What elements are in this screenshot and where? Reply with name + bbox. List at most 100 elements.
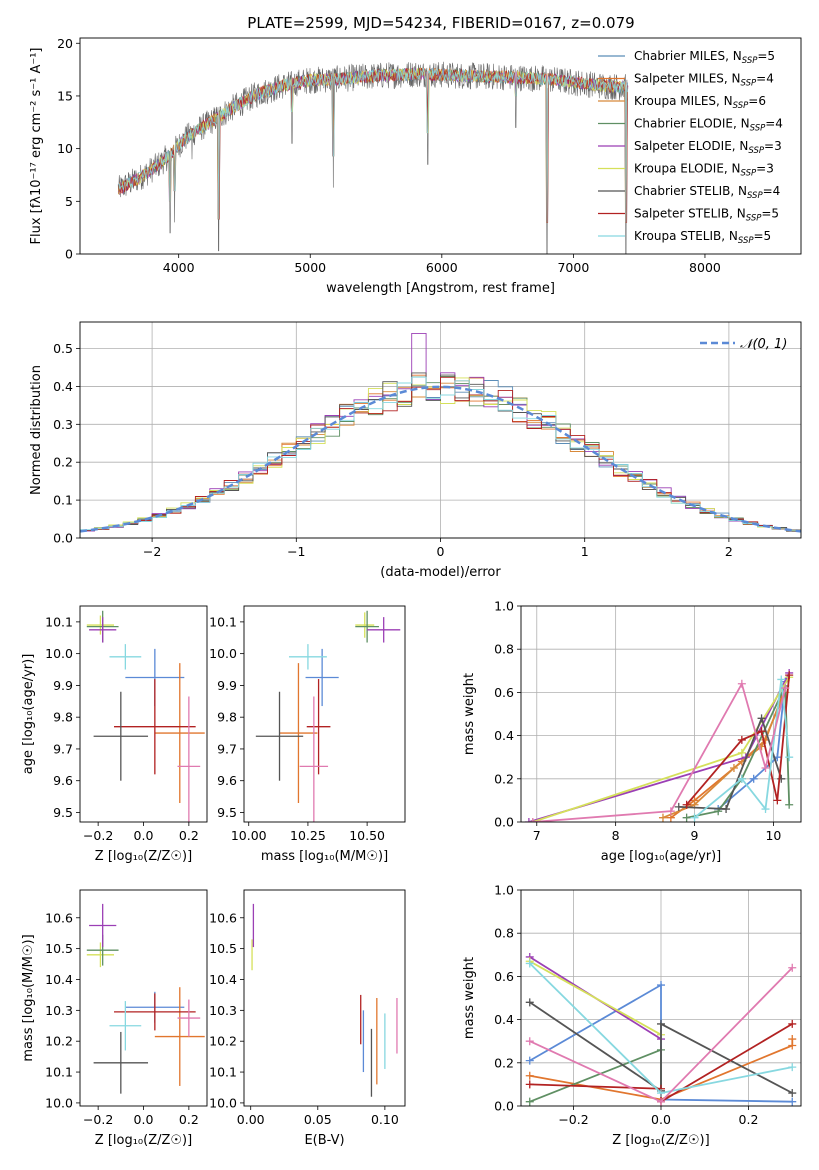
y-tick-label: 10.5: [45, 941, 73, 956]
x-tick-label: 8000: [689, 260, 721, 275]
x-tick-label: 4000: [163, 260, 195, 275]
y-tick-label: 0.2: [494, 1055, 514, 1070]
x-tick-label: 0.05: [304, 1112, 332, 1127]
plot-area: [524, 668, 794, 822]
axes: 7 8 9 10 0.0 0.2 0.4 0.6 0.8 1.0 age [log₁₀(age/yr…: [462, 599, 802, 864]
weight-marker: [657, 1089, 665, 1098]
legend-suffix: =4: [756, 72, 774, 86]
weight-marker: [757, 714, 766, 723]
spectrum-line-8: [118, 67, 628, 223]
weight-line-5: [532, 676, 790, 822]
y-tick-label: 10.3: [45, 1003, 73, 1018]
y-tick-label: 0.8: [494, 642, 514, 657]
plot-area: [117, 61, 629, 254]
weight-marker: [722, 805, 731, 814]
legend-sub: SSP: [746, 214, 762, 224]
weight-marker: [657, 1097, 665, 1106]
y-tick-label: 10.0: [209, 1095, 237, 1110]
y-tick-label: 0.4: [494, 1012, 514, 1027]
x-axis-label: mass [log₁₀(M/M☉)]: [261, 849, 388, 864]
legend-entry-5: Kroupa ELODIE, NSSP=3: [634, 162, 774, 179]
y-tick-label: 9.6: [53, 773, 73, 788]
errorbar-point-1: [279, 663, 318, 803]
legend-entry-2: Kroupa MILES, NSSP=6: [634, 94, 766, 111]
errorbar-point-6: [86, 942, 115, 968]
plot-area: [251, 903, 398, 1097]
axes-frame: [79, 605, 208, 823]
legend-sub: SSP: [738, 236, 754, 246]
weight-marker: [785, 671, 794, 680]
y-tick-label: 10.0: [45, 1095, 73, 1110]
y-tick-label: 10.2: [45, 1034, 73, 1049]
y-tick-label: 9.8: [217, 710, 237, 725]
x-tick-label: −0.2: [83, 1112, 113, 1127]
figure-title: PLATE=2599, MJD=54234, FIBERID=0167, z=0…: [247, 14, 634, 32]
x-tick-label: 10.00: [231, 828, 267, 843]
legend-label: Kroupa MILES, N: [634, 94, 733, 108]
spectrum-line-4: [118, 67, 629, 223]
errorbar-point-3: [299, 696, 329, 822]
weight-marker: [525, 998, 534, 1007]
y-tick-label: 9.6: [217, 773, 237, 788]
y-tick-label: 10.4: [45, 972, 73, 987]
x-tick-label: 0.2: [179, 828, 199, 843]
errorbar-point-2: [114, 679, 196, 775]
legend-label: Chabrier STELIB, N: [634, 184, 747, 198]
legend-normal-label: 𝒩(0, 1): [740, 337, 787, 352]
legend-sub: SSP: [747, 191, 763, 201]
x-tick-label: −0.2: [558, 1112, 588, 1127]
weight-marker: [737, 735, 746, 744]
legend-suffix: =4: [765, 117, 783, 131]
y-tick-label: 0.4: [494, 728, 514, 743]
errorbar-point-1: [154, 663, 205, 803]
weight-marker: [682, 800, 691, 809]
weight-marker: [729, 764, 738, 772]
y-tick-label: 9.9: [53, 678, 73, 693]
errorbar-point-4: [109, 1001, 142, 1051]
errorbar-point-6: [355, 612, 375, 638]
y-tick-label: 1.0: [494, 599, 514, 614]
weight-marker: [777, 675, 786, 684]
legend-label: Kroupa STELIB, N: [634, 229, 738, 243]
weight-marker: [785, 753, 794, 762]
errorbar-point-2: [114, 993, 196, 1031]
weight-marker: [525, 1097, 534, 1106]
weight-marker: [525, 1080, 534, 1089]
axes-frame: [79, 321, 802, 539]
legend-label: Chabrier MILES, N: [634, 49, 742, 63]
errorbar-point-4: [288, 644, 327, 670]
weight-line-6: [678, 715, 783, 810]
weight-marker: [525, 1037, 534, 1046]
legend-label: Salpeter ELODIE, N: [634, 139, 748, 153]
y-tick-label: 10.0: [45, 646, 73, 661]
legend-suffix: =3: [764, 139, 782, 153]
x-axis-label: (data-model)/error: [380, 565, 501, 580]
x-tick-label: 0.00: [237, 1112, 265, 1127]
weight-marker: [788, 1035, 797, 1044]
x-axis-label: E(B-V): [304, 1133, 344, 1148]
legend-suffix: =3: [756, 162, 774, 176]
weight-marker: [788, 1019, 797, 1028]
x-tick-label: 2: [725, 544, 733, 559]
legend-sub: SSP: [748, 146, 764, 156]
x-tick-label: 9: [691, 828, 699, 843]
y-tick-label: 9.5: [217, 805, 237, 820]
panel-age-vs-mass: 10.00 10.25 10.50 9.5 9.6 9.7 9.8 9.9 10.0 10.1 ma…: [209, 605, 406, 864]
axes: 10.00 10.25 10.50 9.5 9.6 9.7 9.8 9.9 10.0 10.1 ma…: [209, 605, 406, 864]
y-tick-label: 0.6: [494, 969, 514, 984]
y-axis-label: mass weight: [462, 957, 477, 1039]
errorbar-point-7: [355, 610, 379, 643]
axes-frame: [79, 889, 208, 1107]
errorbar-point-8: [367, 617, 401, 643]
y-tick-label: 15: [57, 88, 73, 103]
y-tick-label: 20: [57, 36, 73, 51]
grid: [521, 605, 801, 823]
x-tick-label: 7000: [557, 260, 589, 275]
weight-marker: [781, 684, 790, 693]
axes: −2 −1 0 1 2 0.0 0.1 0.2 0.3 0.4 0.5 (data-model)/er…: [29, 321, 802, 580]
x-axis-label: wavelength [Angstrom, rest frame]: [326, 281, 555, 296]
x-tick-label: 0.0: [651, 1112, 671, 1127]
plot-area: [80, 332, 801, 538]
legend-label: Chabrier ELODIE, N: [634, 117, 750, 131]
